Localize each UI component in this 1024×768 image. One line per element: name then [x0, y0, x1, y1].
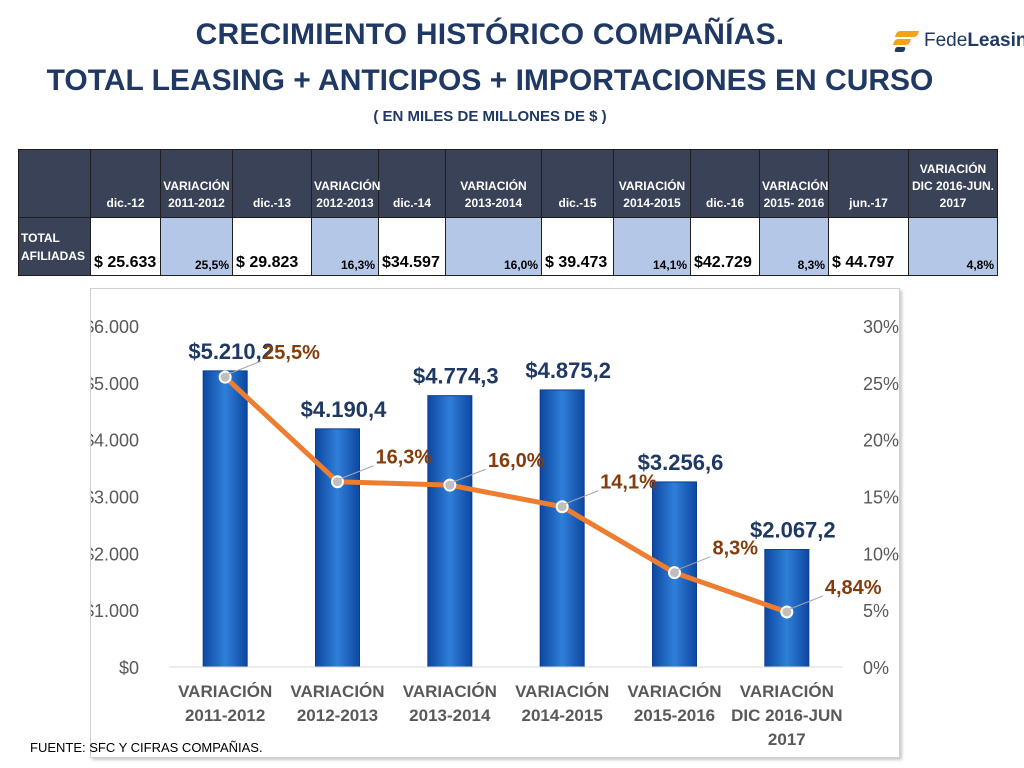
line-value-label: 16,0% [488, 450, 545, 472]
variation-line [223, 375, 788, 615]
bar-value-label: $5.210,2 [188, 339, 274, 364]
line-value-label: 25,5% [263, 342, 320, 364]
table-header-cell: dic.-16 [690, 149, 760, 218]
y-right-tick-label: 0% [863, 658, 889, 678]
y-right-tick-label: 10% [863, 544, 899, 564]
fedeleasing-logo: FedeLeasing [892, 26, 1024, 56]
bar-value-label: $4.875,2 [525, 358, 611, 383]
page-title-line2: TOTAL LEASING + ANTICIPOS + IMPORTACIONE… [46, 64, 934, 97]
x-tick-label: VARIACIÓN 2012-2013 [290, 682, 384, 725]
data-label-leader [789, 595, 824, 610]
table-cell-variation: 14,1% [613, 217, 691, 276]
x-tick-label: VARIACIÓN 2011-2012 [178, 682, 272, 725]
table-cell-amount: $ 25.633 [90, 217, 161, 276]
line-value-label: 4,84% [825, 577, 882, 599]
table-cell-amount: $ 29.823 [232, 217, 312, 276]
data-label-leader [227, 360, 262, 375]
logo-text-fede: Fede [924, 30, 968, 51]
line-value-label: 16,3% [376, 447, 433, 469]
y-right-tick-label: 30% [863, 317, 899, 337]
page-subtitle: ( EN MILES DE MILLONES DE $ ) [373, 108, 607, 125]
table-cell-variation: 8,3% [759, 217, 829, 276]
table-cell-amount: $34.597 [378, 217, 446, 276]
data-label-leader [340, 465, 374, 480]
table-header-cell: VARIACIÓN 2013-2014 [445, 149, 542, 218]
x-tick-label: VARIACIÓN 2013-2014 [403, 682, 497, 725]
y-right-tick-label: 15% [863, 488, 899, 508]
y-left-tick-label: $5.000 [91, 374, 139, 394]
table-header-row: dic.-12 VARIACIÓN 2011-2012 dic.-13 VARI… [18, 149, 998, 218]
table-header-cell: dic.-15 [541, 149, 614, 218]
combo-chart: $0 $1.000 $2.000 $3.000 $4.000 $5.000 $6.000 0%… [91, 317, 899, 749]
y-left-tick-label: $4.000 [91, 431, 139, 451]
y-left-tick-label: $0 [119, 658, 139, 678]
y-right-tick-label: 5% [863, 601, 889, 621]
variation-point [218, 370, 232, 384]
y-left-tick-label: $2.000 [91, 544, 139, 564]
fedeleasing-logo-icon [892, 30, 920, 52]
variation-point [443, 478, 457, 492]
table-cell-variation: 16,3% [311, 217, 379, 276]
bar-value-label: $4.774,3 [413, 364, 499, 389]
bar-value-label: $4.190,4 [301, 397, 387, 422]
data-label-leader [452, 468, 487, 483]
y-left-tick-label: $1.000 [91, 601, 139, 621]
page-title-line1: CRECIMIENTO HISTÓRICO COMPAÑÍAS. [195, 18, 785, 51]
y-right-tick-label: 20% [863, 431, 899, 451]
chart-panel: $0 $1.000 $2.000 $3.000 $4.000 $5.000 $6.000 0%… [90, 288, 900, 758]
table-header-cell: dic.-12 [90, 149, 161, 218]
bar [202, 370, 248, 668]
table-header-cell: VARIACIÓN 2014-2015 [613, 149, 691, 218]
table-cell-amount: $42.729 [690, 217, 760, 276]
variation-point [780, 605, 794, 619]
variation-point [668, 566, 681, 580]
x-tick-label: VARIACIÓN 2015-2016 [627, 682, 721, 725]
table-cell-variation: 25,5% [160, 217, 233, 276]
table-cell-variation: 4,8% [908, 217, 998, 276]
summary-table: dic.-12 VARIACIÓN 2011-2012 dic.-13 VARI… [18, 149, 998, 276]
line-value-label: 8,3% [713, 538, 759, 560]
table-header-cell: dic.-14 [378, 149, 446, 218]
y-right-tick-label: 25% [863, 374, 899, 394]
table-header-cell: VARIACIÓN 2012-2013 [311, 149, 380, 218]
variation-point [555, 500, 569, 514]
table-header-cell: jun.-17 [828, 149, 909, 218]
table-corner-cell [18, 149, 91, 218]
logo-text-leasing: Leasing [967, 30, 1024, 51]
x-tick-label: VARIACIÓN 2014-2015 [515, 682, 609, 725]
bar [427, 395, 473, 668]
line-value-label: 14,1% [600, 472, 657, 494]
bar-value-label: $2.067,2 [750, 518, 836, 543]
table-cell-variation: 16,0% [445, 217, 542, 276]
table-row: TOTAL AFILIADAS $ 25.633 25,5% $ 29.823 … [18, 217, 998, 276]
table-header-cell: VARIACIÓN 2011-2012 [160, 149, 233, 218]
table-header-cell: VARIACIÓN 2015- 2016 [759, 149, 829, 218]
table-cell-amount: $ 44.797 [828, 217, 909, 276]
variation-point [331, 475, 344, 489]
x-tick-label: VARIACIÓN DIC 2016-JUN 2017 [731, 682, 843, 749]
logo-text: FedeLeasing [924, 30, 1024, 52]
bar [539, 389, 585, 668]
source-note: FUENTE: SFC Y CIFRAS COMPAÑIAS. [30, 740, 263, 755]
table-row-label: TOTAL AFILIADAS [18, 217, 91, 276]
table-header-cell: VARIACIÓN DIC 2016-JUN. 2017 [908, 149, 998, 218]
data-label-leader [677, 556, 711, 571]
data-label-leader [564, 490, 599, 505]
y-left-tick-label: $3.000 [91, 488, 139, 508]
table-cell-amount: $ 39.473 [541, 217, 614, 276]
y-left-tick-label: $6.000 [91, 317, 139, 337]
table-header-cell: dic.-13 [232, 149, 312, 218]
bar-value-label: $3.256,6 [638, 450, 724, 475]
